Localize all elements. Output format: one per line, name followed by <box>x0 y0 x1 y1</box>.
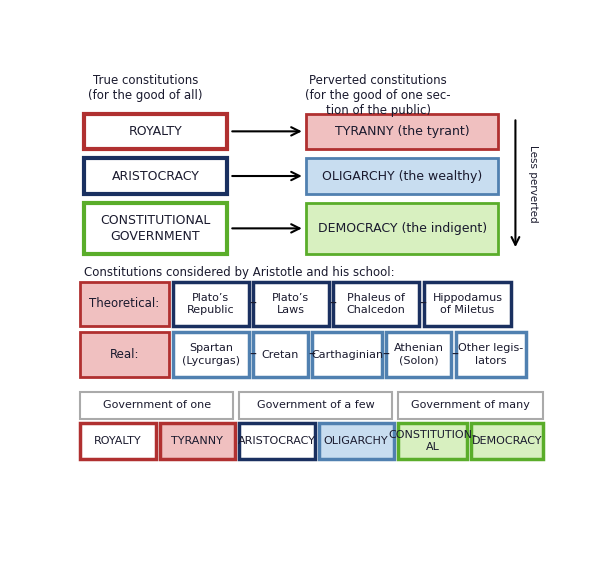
Text: Phaleus of
Chalcedon: Phaleus of Chalcedon <box>347 293 406 315</box>
Text: –: – <box>382 348 390 362</box>
FancyBboxPatch shape <box>306 114 499 149</box>
FancyBboxPatch shape <box>306 203 499 254</box>
Text: Athenian
(Solon): Athenian (Solon) <box>393 343 444 366</box>
Text: Other legis-
lators: Other legis- lators <box>458 343 523 366</box>
FancyBboxPatch shape <box>160 423 235 459</box>
Text: Hippodamus
of Miletus: Hippodamus of Miletus <box>432 293 502 315</box>
Text: Constitutions considered by Aristotle and his school:: Constitutions considered by Aristotle an… <box>84 266 395 279</box>
Text: CONSTITUTIONAL
GOVERNMENT: CONSTITUTIONAL GOVERNMENT <box>100 214 210 243</box>
Text: OLIGARCHY: OLIGARCHY <box>324 436 389 446</box>
FancyBboxPatch shape <box>333 282 420 326</box>
Text: Government of one: Government of one <box>103 401 210 410</box>
FancyBboxPatch shape <box>84 114 227 149</box>
FancyBboxPatch shape <box>253 282 329 326</box>
Text: Real:: Real: <box>109 348 139 361</box>
FancyBboxPatch shape <box>173 332 249 377</box>
FancyBboxPatch shape <box>456 332 527 377</box>
FancyBboxPatch shape <box>239 423 315 459</box>
FancyBboxPatch shape <box>84 158 227 194</box>
Text: Spartan
(Lycurgas): Spartan (Lycurgas) <box>182 343 240 366</box>
FancyBboxPatch shape <box>80 332 169 377</box>
FancyBboxPatch shape <box>239 392 392 419</box>
FancyBboxPatch shape <box>386 332 451 377</box>
FancyBboxPatch shape <box>398 423 468 459</box>
FancyBboxPatch shape <box>471 423 544 459</box>
Text: Less perverted: Less perverted <box>528 145 538 223</box>
FancyBboxPatch shape <box>424 282 511 326</box>
Text: TYRANNY (the tyrant): TYRANNY (the tyrant) <box>335 125 469 138</box>
Text: Government of a few: Government of a few <box>257 401 375 410</box>
Text: Perverted constitutions
(for the good of one sec-
tion of the public): Perverted constitutions (for the good of… <box>305 74 451 116</box>
FancyBboxPatch shape <box>253 332 308 377</box>
Text: ARISTOCRACY: ARISTOCRACY <box>111 170 199 183</box>
FancyBboxPatch shape <box>173 282 249 326</box>
Text: True constitutions
(for the good of all): True constitutions (for the good of all) <box>89 74 203 102</box>
Text: ROYALTY: ROYALTY <box>128 125 182 138</box>
Text: –: – <box>329 297 336 311</box>
Text: OLIGARCHY (the wealthy): OLIGARCHY (the wealthy) <box>322 170 482 183</box>
Text: ROYALTY: ROYALTY <box>94 436 142 446</box>
Text: –: – <box>308 348 315 362</box>
Text: DEMOCRACY: DEMOCRACY <box>472 436 542 446</box>
FancyBboxPatch shape <box>80 423 156 459</box>
FancyBboxPatch shape <box>313 332 382 377</box>
FancyBboxPatch shape <box>80 392 233 419</box>
FancyBboxPatch shape <box>80 282 169 326</box>
Text: Plato’s
Republic: Plato’s Republic <box>187 293 235 315</box>
Text: Theoretical:: Theoretical: <box>89 297 159 310</box>
Text: DEMOCRACY (the indigent): DEMOCRACY (the indigent) <box>318 222 487 235</box>
Text: –: – <box>452 348 458 362</box>
FancyBboxPatch shape <box>306 158 499 194</box>
Text: TYRANNY: TYRANNY <box>171 436 223 446</box>
Text: Government of many: Government of many <box>411 401 530 410</box>
Text: CONSTITUTION-
AL: CONSTITUTION- AL <box>389 430 477 452</box>
FancyBboxPatch shape <box>398 392 544 419</box>
Text: ARISTOCRACY: ARISTOCRACY <box>238 436 316 446</box>
FancyBboxPatch shape <box>84 203 227 254</box>
Text: Carthaginian: Carthaginian <box>311 350 383 360</box>
Text: Cretan: Cretan <box>261 350 299 360</box>
Text: –: – <box>249 297 256 311</box>
Text: Plato’s
Laws: Plato’s Laws <box>272 293 309 315</box>
Text: –: – <box>420 297 427 311</box>
Text: –: – <box>249 348 256 362</box>
FancyBboxPatch shape <box>319 423 394 459</box>
